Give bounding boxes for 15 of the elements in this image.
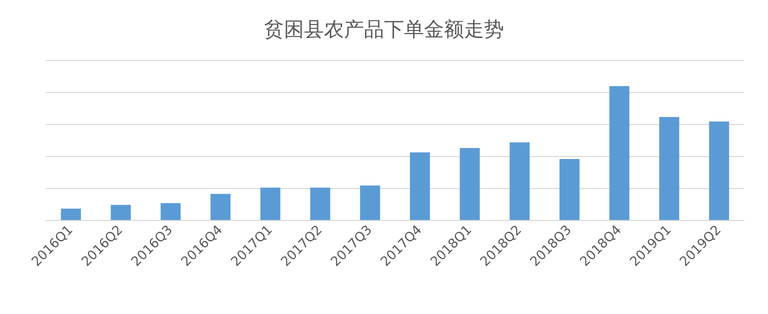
- bar: [410, 152, 430, 220]
- bar: [110, 204, 131, 220]
- chart-title: 贫困县农产品下单金额走势: [264, 17, 504, 41]
- bar: [460, 148, 480, 220]
- bar: [360, 185, 380, 220]
- bar: [609, 86, 630, 220]
- bar: [60, 208, 81, 220]
- bar: [260, 188, 280, 220]
- bar: [659, 117, 680, 220]
- bar: [560, 158, 580, 220]
- bar: [160, 203, 181, 220]
- bar: [210, 194, 230, 220]
- bar: [310, 188, 330, 220]
- bar: [510, 142, 530, 220]
- bar: [709, 121, 730, 220]
